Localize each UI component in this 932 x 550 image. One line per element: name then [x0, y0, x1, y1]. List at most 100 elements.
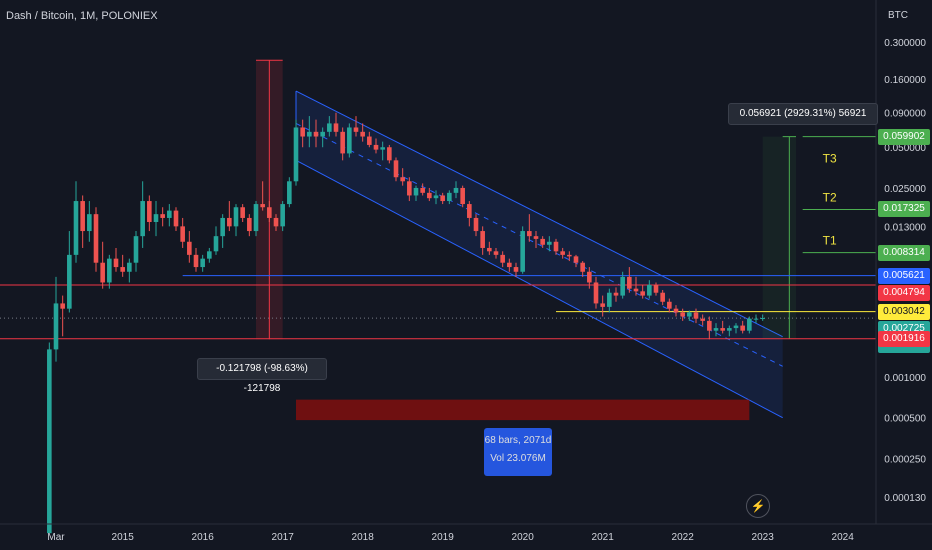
candle: [507, 258, 512, 272]
candle: [387, 144, 392, 164]
candle: [613, 287, 619, 302]
y-tick-label: 0.000130: [884, 493, 926, 504]
candle-body: [67, 254, 72, 309]
candle: [53, 276, 59, 362]
candle: [400, 168, 405, 186]
candle-body: [313, 131, 319, 137]
candle: [407, 177, 412, 202]
candle-body: [620, 276, 625, 296]
candle: [740, 320, 745, 334]
candle: [680, 308, 685, 321]
candle-body: [613, 292, 619, 296]
candle-body: [347, 127, 352, 154]
candle-body: [513, 267, 519, 272]
candle: [493, 247, 499, 259]
candle: [640, 284, 645, 299]
candle: [173, 207, 179, 232]
candle-body: [727, 328, 732, 331]
candle-body: [693, 312, 699, 319]
candle: [513, 262, 519, 277]
measure-down-label: -0.121798 (-98.63%) -121798: [197, 358, 327, 394]
candle: [80, 195, 85, 248]
candle: [440, 192, 445, 205]
x-tick-label: 2021: [592, 532, 615, 543]
candle-body: [340, 131, 345, 154]
candle: [667, 298, 672, 313]
candle-body: [387, 147, 392, 161]
target-label: T3: [823, 152, 837, 166]
candle: [320, 127, 325, 148]
candle: [747, 316, 752, 334]
candle-body: [353, 127, 359, 132]
candle: [473, 214, 479, 237]
price-tag: 0.008314: [878, 244, 930, 261]
candle: [280, 201, 285, 232]
y-tick-label: 0.000250: [884, 454, 926, 465]
channel-upper-line: [295, 90, 783, 338]
candle-body: [733, 325, 739, 329]
date-range-box: [296, 399, 750, 421]
y-tick-label: 0.001000: [884, 373, 926, 384]
candle-body: [400, 177, 405, 182]
candle-body: [73, 201, 79, 255]
candle: [760, 314, 765, 321]
y-tick-label: 0.013000: [884, 222, 926, 233]
candle: [360, 123, 365, 142]
candle-body: [480, 231, 485, 248]
candle-body: [373, 144, 379, 150]
candle-body: [220, 217, 225, 237]
candle-body: [360, 131, 365, 137]
symbol-title[interactable]: Dash / Bitcoin, 1M, POLONIEX: [6, 10, 158, 22]
candle: [227, 201, 232, 232]
candle-body: [580, 262, 585, 272]
candle-body: [267, 207, 272, 218]
candle-body: [487, 247, 492, 252]
candle-body: [187, 241, 192, 255]
candle-body: [440, 195, 445, 202]
candle: [700, 314, 705, 326]
candle-body: [493, 251, 499, 255]
candle-body: [420, 187, 425, 193]
candle-body: [607, 292, 612, 307]
candle-body: [380, 147, 385, 150]
candle-body: [640, 291, 645, 296]
candle: [347, 123, 352, 158]
flash-icon[interactable]: ⚡: [746, 494, 770, 518]
candle-body: [240, 207, 245, 218]
candle: [733, 323, 739, 334]
candle-body: [293, 127, 299, 182]
candle-body: [107, 258, 112, 283]
candle: [307, 116, 312, 148]
candle: [560, 247, 565, 259]
measure-up-box: [762, 136, 796, 339]
price-tag: 0.004794: [878, 284, 930, 301]
candle: [527, 214, 532, 242]
candle-body: [233, 207, 239, 227]
y-tick-label: 0.160000: [884, 75, 926, 86]
candle-body: [213, 236, 219, 252]
candle-body: [453, 187, 459, 193]
candle-body: [153, 214, 159, 223]
y-tick-label: 0.025000: [884, 184, 926, 195]
candle: [673, 305, 679, 317]
candle: [600, 295, 605, 317]
candle: [453, 181, 459, 199]
candle-body: [333, 123, 339, 132]
candle: [713, 323, 719, 337]
candle-body: [427, 192, 432, 199]
candle-body: [93, 214, 99, 263]
candle-body: [507, 262, 512, 268]
candle: [193, 247, 199, 272]
candle: [467, 201, 472, 227]
candle-body: [367, 136, 372, 145]
candle: [373, 138, 379, 154]
candle: [540, 236, 545, 248]
price-tag: 0.017325: [878, 201, 930, 218]
candle: [67, 231, 72, 313]
target-label: T1: [823, 234, 837, 248]
candle-body: [740, 325, 745, 331]
candle-body: [307, 131, 312, 137]
candle-body: [80, 201, 85, 232]
